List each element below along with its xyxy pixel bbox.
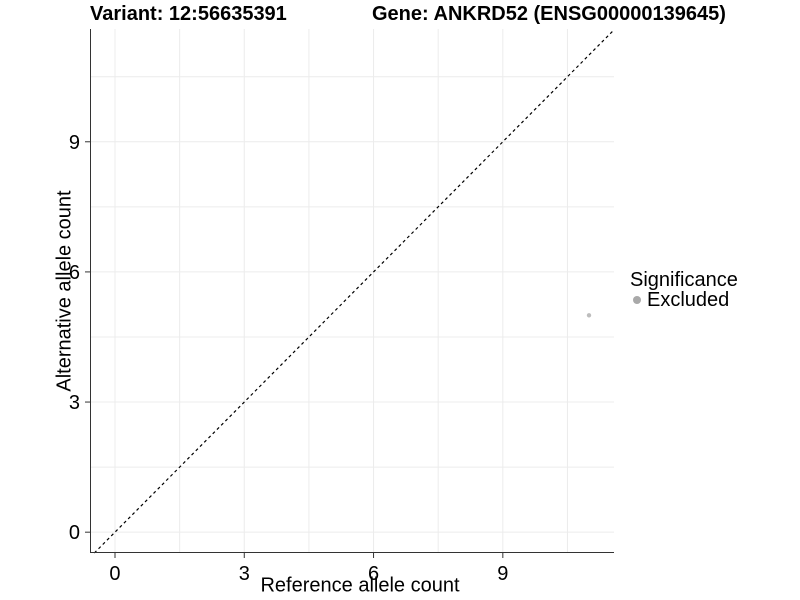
identity-line [93, 29, 615, 554]
y-tick-label: 0 [69, 522, 80, 544]
legend: Significance Excluded [630, 270, 738, 310]
legend-item-excluded: Excluded [630, 290, 738, 310]
legend-item-label: Excluded [647, 289, 730, 311]
x-tick-label: 6 [368, 563, 379, 585]
x-tick-label: 0 [109, 563, 120, 585]
y-tick-label: 9 [69, 132, 80, 154]
legend-title: Significance [630, 269, 738, 291]
data-point [586, 313, 592, 318]
scatter-chart: 0 3 6 9 0 3 6 9 [69, 29, 615, 585]
legend-point-icon [633, 296, 641, 304]
x-tick-label: 9 [497, 563, 508, 585]
plot-title-variant: Variant: 12:56635391 [90, 3, 287, 25]
y-tick-label: 3 [69, 392, 80, 414]
y-axis-title: Alternative allele count [53, 190, 76, 392]
plot-panel: 0 3 6 9 0 3 6 9 [69, 29, 615, 585]
y-tick-label: 6 [69, 262, 80, 284]
x-tick-label: 3 [239, 563, 250, 585]
plot-title-gene: Gene: ANKRD52 (ENSG00000139645) [372, 3, 726, 25]
x-axis-title: Reference allele count [260, 574, 460, 597]
